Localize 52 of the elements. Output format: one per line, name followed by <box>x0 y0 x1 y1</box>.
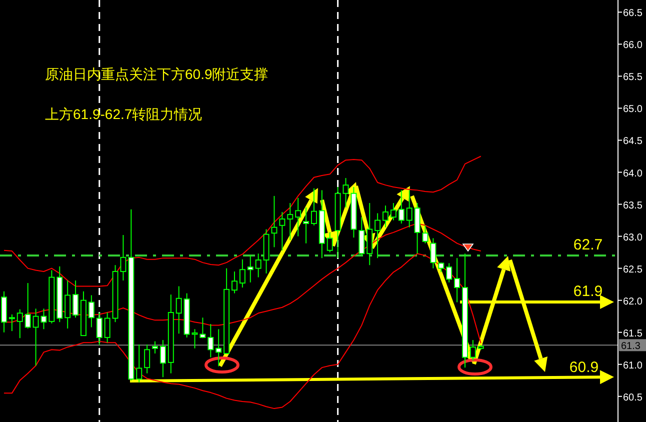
candlestick <box>88 294 94 328</box>
candlestick <box>271 195 278 248</box>
annotation: 原油日内重点关注下方60.9附近支撑 <box>45 66 268 82</box>
y-tick-label: 65.5 <box>623 72 643 84</box>
ref-line-label: 61.3 <box>621 341 641 352</box>
annotation: 61.9 <box>573 283 603 300</box>
candlestick <box>255 253 262 278</box>
candlestick <box>279 211 286 251</box>
y-tick-label: 60.5 <box>623 392 643 404</box>
y-tick-label: 62.5 <box>623 264 643 276</box>
candlestick <box>231 271 238 294</box>
y-tick-label: 64.5 <box>623 136 643 148</box>
candlestick <box>16 308 23 339</box>
candlestick <box>136 344 142 383</box>
candlestick <box>72 280 79 318</box>
candlestick <box>216 328 222 367</box>
ref-line-label: 62.7 <box>573 236 603 254</box>
candlestick <box>8 314 15 332</box>
y-tick-label: 63.0 <box>623 232 643 244</box>
candlestick <box>398 190 404 224</box>
candlestick <box>24 282 31 330</box>
annotation: 60.9 <box>569 359 599 376</box>
candlestick <box>144 344 150 374</box>
candlestick <box>470 340 476 362</box>
y-tick-label: 65.0 <box>623 104 643 116</box>
candlestick <box>152 340 158 354</box>
candlestick <box>247 255 254 283</box>
candlestick <box>64 280 71 330</box>
y-tick-label: 63.5 <box>623 200 643 212</box>
candlestick <box>295 197 302 237</box>
candlestick <box>160 340 166 378</box>
y-tick-label: 66.5 <box>623 8 643 20</box>
candlestick <box>326 232 333 253</box>
y-tick-label: 61.5 <box>623 328 643 340</box>
y-tick-label: 62.0 <box>623 296 643 308</box>
y-tick-label: 64.0 <box>623 168 643 180</box>
candlestick <box>303 206 310 244</box>
y-tick-label: 61.0 <box>623 360 643 372</box>
candlestick <box>310 188 317 226</box>
y-tick-label: 66.0 <box>623 40 643 52</box>
candlestick <box>358 216 365 256</box>
candlestick <box>287 202 294 241</box>
line-series <box>4 156 482 287</box>
candlestick <box>96 312 102 346</box>
candlestick <box>176 286 182 334</box>
candlestick <box>239 258 246 288</box>
candlestick <box>390 202 396 221</box>
candlestick <box>374 212 381 259</box>
candlestick <box>382 205 389 228</box>
candlestick <box>208 324 214 358</box>
annotation: 上方61.9-62.7转阻力情况 <box>45 106 202 122</box>
candlestick <box>104 312 110 344</box>
